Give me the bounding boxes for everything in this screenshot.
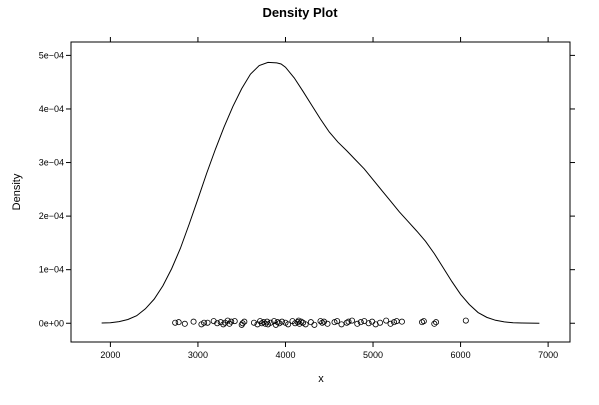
data-point [201, 319, 208, 326]
x-tick-label: 2000 [100, 350, 120, 360]
x-axis-label: x [318, 373, 324, 385]
data-point [181, 320, 188, 327]
y-tick-label: 2e−04 [39, 211, 64, 221]
data-point [419, 319, 426, 326]
data-point [431, 320, 438, 327]
data-point [331, 319, 338, 326]
data-point [433, 319, 440, 326]
data-point [278, 318, 285, 325]
data-point [354, 320, 361, 327]
density-curve [101, 61, 540, 324]
data-point [391, 319, 398, 326]
data-point [231, 318, 238, 325]
data-point [302, 321, 309, 328]
data-point [377, 319, 384, 326]
data-point [357, 319, 364, 326]
series-layer [101, 61, 540, 328]
data-point [298, 318, 305, 325]
data-point [175, 319, 182, 326]
data-point [420, 318, 427, 325]
data-point [190, 318, 197, 325]
x-tick-label: 7000 [538, 350, 558, 360]
plot-panel-frame [70, 41, 571, 343]
data-point [214, 320, 221, 327]
data-point [267, 319, 274, 326]
data-point [271, 318, 278, 325]
data-point [343, 319, 350, 326]
data-point [317, 318, 324, 325]
data-point [334, 318, 341, 325]
data-point [224, 317, 231, 324]
x-tick-label: 3000 [188, 350, 208, 360]
data-point [338, 321, 345, 328]
data-point [220, 321, 227, 328]
x-tick-label: 5000 [363, 350, 383, 360]
x-tick-label: 6000 [451, 350, 471, 360]
data-point [172, 319, 179, 326]
y-tick-label: 5e−04 [39, 50, 64, 60]
data-point [258, 320, 265, 327]
y-axis-label: Density [11, 173, 23, 210]
y-tick-label: 1e−04 [39, 265, 64, 275]
y-axis-ticks: 0e+00 1e−04 2e−04 3e−04 4e−04 5e−04 [39, 50, 575, 328]
x-tick-label: 4000 [275, 350, 295, 360]
data-point [307, 319, 314, 326]
y-tick-label: 3e−04 [39, 158, 64, 168]
data-point [204, 319, 211, 326]
data-point [365, 320, 372, 327]
data-point [285, 321, 292, 328]
data-point [264, 318, 271, 325]
data-point [383, 317, 390, 324]
data-point [274, 319, 281, 326]
y-tick-label: 0e+00 [39, 318, 64, 328]
data-point [462, 317, 469, 324]
chart-title: Density Plot [262, 5, 338, 20]
x-axis-ticks: 2000 3000 4000 5000 6000 7000 [100, 37, 558, 360]
data-point [345, 318, 352, 325]
data-point [387, 320, 394, 327]
data-point [239, 320, 246, 327]
data-point [241, 318, 248, 325]
data-point [324, 320, 331, 327]
data-point [311, 321, 318, 328]
data-point [228, 318, 235, 325]
data-point [349, 317, 356, 324]
y-tick-label: 4e−04 [39, 104, 64, 114]
data-point [398, 318, 405, 325]
data-point [250, 319, 257, 326]
